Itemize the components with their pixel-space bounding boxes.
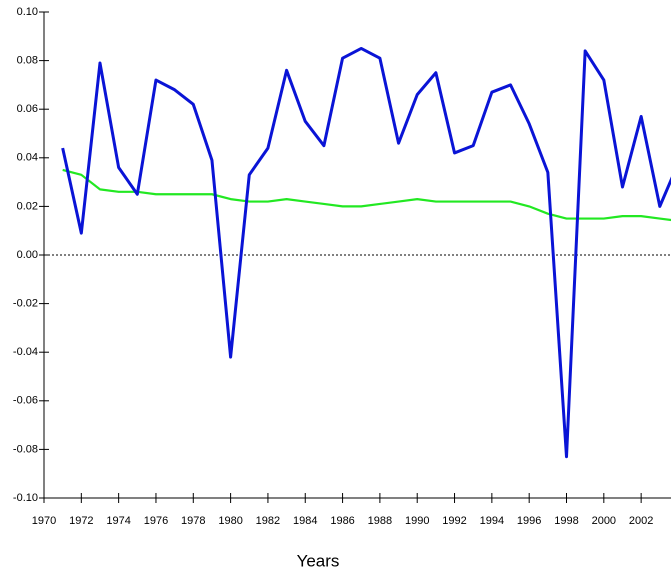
x-tick-label: 1994 [480,515,504,527]
y-tick-label: -0.08 [13,443,38,455]
series-line [62,168,671,222]
x-tick-label: 1972 [69,515,93,527]
y-tick-label: 0.00 [17,249,38,261]
y-tick-label: -0.02 [13,298,38,310]
x-tick-label: 1970 [32,515,56,527]
y-tick-label: -0.06 [13,395,38,407]
x-tick-label: 1976 [144,515,168,527]
x-tick-label: 1986 [330,515,354,527]
x-tick-label: 2002 [629,515,653,527]
series-line [61,46,671,459]
x-tick-label: 1982 [256,515,280,527]
y-tick-label: 0.10 [17,6,38,18]
x-tick-label: 1992 [442,515,466,527]
x-tick-label: 1990 [405,515,429,527]
y-tick-label: 0.02 [17,200,38,212]
y-tick-label: 0.08 [17,55,38,67]
y-tick-label: -0.10 [13,492,38,504]
x-axis-label: Years [297,551,340,570]
x-tick-label: 1978 [181,515,205,527]
plot-area [61,46,671,459]
x-tick-label: 1988 [368,515,392,527]
y-tick-label: -0.04 [13,346,38,358]
x-tick-label: 1996 [517,515,541,527]
y-tick-label: 0.04 [17,152,38,164]
x-tick-label: 1980 [218,515,242,527]
x-tick-label: 1984 [293,515,317,527]
x-tick-label: 1974 [106,515,130,527]
x-tick-label: 1998 [554,515,578,527]
x-tick-label: 2000 [592,515,616,527]
y-tick-label: 0.06 [17,103,38,115]
